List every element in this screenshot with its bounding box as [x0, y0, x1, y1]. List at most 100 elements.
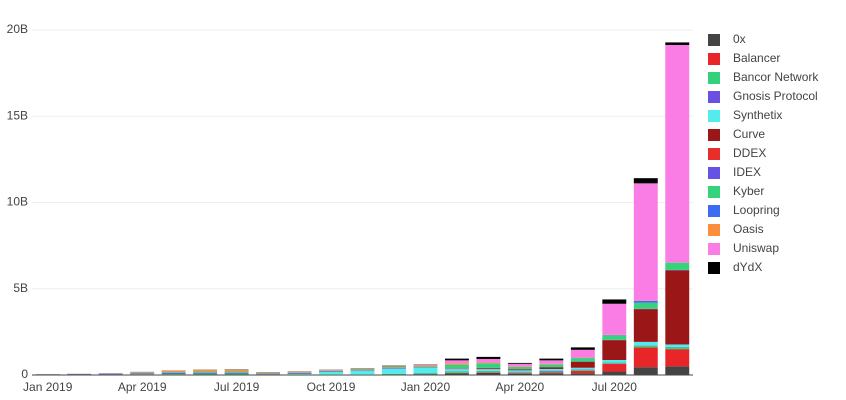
legend-label: IDEX: [733, 165, 761, 179]
bar-segment: [476, 358, 501, 363]
bar-segment: [130, 372, 155, 373]
bar-segment: [444, 373, 469, 375]
bar-segment: [633, 345, 658, 348]
bar-segment: [570, 367, 595, 370]
bar-segment: [287, 372, 312, 373]
bar-segment: [382, 367, 406, 368]
x-tick-label: Oct 2019: [307, 380, 356, 394]
bar-segment: [570, 347, 595, 350]
bar-segment: [350, 369, 375, 371]
legend-label: DDEX: [733, 146, 766, 160]
bar-segment: [413, 367, 438, 374]
bar-segment: [444, 369, 469, 372]
bar-segment: [350, 368, 375, 370]
bar-segment: [193, 369, 218, 372]
bar-segment: [193, 374, 218, 375]
bar-segment: [287, 371, 312, 373]
y-tick-label: 0: [21, 367, 28, 381]
bar-segment: [476, 368, 501, 370]
legend-swatch: [708, 91, 720, 103]
x-tick-label: Apr 2020: [496, 380, 545, 394]
bar-segment: [444, 360, 469, 364]
legend-label: dYdX: [733, 260, 762, 274]
bar-segment: [413, 373, 438, 375]
bar-segment: [161, 370, 186, 373]
bar-segment: [570, 370, 595, 374]
bar-segment: [602, 359, 627, 363]
legend-swatch: [708, 205, 720, 217]
bar-segment: [507, 362, 532, 364]
bar-segment: [665, 42, 690, 46]
legend-swatch: [708, 224, 720, 236]
bar-segment: [256, 373, 281, 374]
legend-label: Uniswap: [733, 241, 779, 255]
legend-label: Synthetix: [733, 108, 782, 122]
bar-segment: [633, 178, 658, 184]
bar-segment: [319, 369, 343, 371]
legend-label: Balancer: [733, 51, 780, 65]
bar-segment: [602, 371, 627, 375]
bar-segment: [382, 373, 406, 375]
legend-swatch: [708, 53, 720, 65]
bar-segment: [224, 373, 249, 375]
bar-segment: [633, 302, 658, 309]
bar-segment: [539, 367, 564, 369]
bar-segment: [382, 368, 406, 374]
bar-segment: [507, 372, 532, 374]
bar-segment: [444, 363, 469, 365]
legend-swatch: [708, 148, 720, 160]
y-tick-label: 20B: [7, 22, 28, 36]
legend-swatch: [708, 262, 720, 274]
bar-segment: [287, 372, 312, 374]
bar-segment: [539, 371, 564, 373]
x-tick-label: Jan 2020: [401, 380, 451, 394]
bar-segment: [665, 45, 690, 263]
bar-segment: [193, 372, 218, 374]
bar-segment: [319, 370, 343, 371]
bar-segment: [224, 371, 249, 373]
bar-segment: [476, 356, 501, 359]
bar-segment: [539, 372, 564, 374]
legend-label: Gnosis Protocol: [733, 89, 818, 103]
bar-segment: [161, 374, 186, 375]
bar-segment: [507, 370, 532, 372]
bar-segment: [633, 341, 658, 346]
bar-segment: [539, 364, 564, 368]
bar-segment: [539, 370, 564, 372]
bar-segment: [633, 309, 658, 342]
bar-segment: [539, 373, 564, 375]
legend-label: Curve: [733, 127, 765, 141]
x-tick-label: Jul 2019: [214, 380, 260, 394]
bar-segment: [382, 367, 406, 369]
bar-segment: [507, 373, 532, 374]
bar-segment: [539, 360, 564, 364]
legend-swatch: [708, 34, 720, 46]
bar-segment: [256, 372, 281, 374]
bar-segment: [382, 366, 406, 368]
bar-segment: [570, 349, 595, 358]
y-tick-label: 15B: [7, 108, 28, 122]
bar-segment: [602, 335, 627, 340]
bar-segment: [539, 358, 564, 361]
bar-segment: [570, 361, 595, 368]
bar-segment: [413, 366, 438, 368]
bar-segment: [224, 374, 249, 375]
bar-segment: [193, 373, 218, 375]
bar-segment: [413, 364, 438, 366]
bar-segment: [130, 373, 155, 375]
bar-segment: [633, 183, 658, 301]
bar-segment: [130, 372, 155, 374]
bar-segment: [413, 374, 438, 375]
bar-segment: [602, 303, 627, 335]
bar-segment: [602, 340, 627, 360]
bar-segment: [507, 371, 532, 373]
bar-segment: [539, 368, 564, 371]
legend-label: Kyber: [733, 184, 764, 198]
x-tick-label: Jan 2019: [23, 380, 73, 394]
bar-segment: [444, 364, 469, 369]
bar-segment: [476, 372, 501, 373]
bar-segment: [539, 363, 564, 365]
bar-segment: [350, 370, 375, 371]
bar-segment: [224, 372, 249, 374]
bar-segment: [665, 270, 690, 345]
